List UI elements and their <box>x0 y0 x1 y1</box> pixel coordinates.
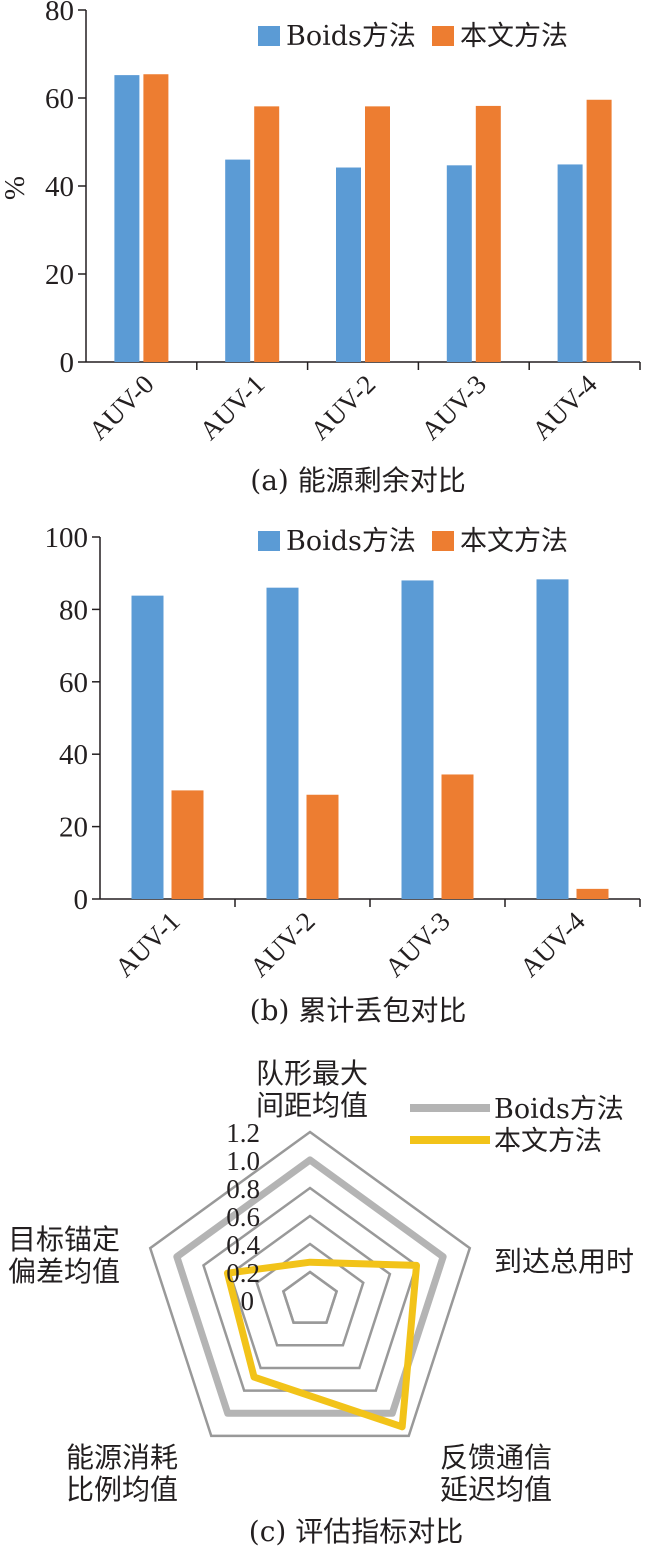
y-tick-label: 0 <box>74 884 89 916</box>
bar-ours-auv-1 <box>254 106 280 362</box>
bar-boids-auv-1 <box>225 159 251 362</box>
bar-ours-auv-2 <box>306 794 339 899</box>
chart-energy-remaining: 0 20 40 60 80 % AUV-0 AUV-1 AUV-2 AUV-3 AUV-4 Bo… <box>0 0 641 497</box>
bar-boids-auv-1 <box>131 595 164 899</box>
bar-boids-auv-0 <box>114 75 140 363</box>
x-tick-label: AUV-1 <box>194 369 271 446</box>
x-tick-label: AUV-3 <box>379 906 456 983</box>
bar-ours-auv-0 <box>143 74 169 363</box>
radar-tick-label: 0.8 <box>226 1174 260 1204</box>
y-tick-label: 60 <box>45 83 74 115</box>
radar-grid-ring <box>202 1186 418 1392</box>
y-tick-label: 40 <box>59 739 88 771</box>
chart-caption: (b) 累计丢包对比 <box>250 994 467 1027</box>
radar-axis-label: 比例均值 <box>66 1473 178 1506</box>
bar-ours-auv-4 <box>586 99 612 362</box>
x-tick-label: AUV-1 <box>109 906 186 983</box>
bar-boids-auv-2 <box>336 167 361 362</box>
y-tick-label: 80 <box>59 594 88 626</box>
radar-grid-ring <box>148 1130 472 1438</box>
bar-ours-auv-1 <box>171 790 204 899</box>
x-tick-label: AUV-0 <box>83 369 160 446</box>
radar-series-ours <box>223 1258 421 1431</box>
bar-boids-auv-4 <box>536 579 569 899</box>
legend: Boids方法 本文方法 <box>258 526 568 557</box>
legend-label-ours: 本文方法 <box>460 526 568 557</box>
legend-swatch-boids <box>258 531 280 551</box>
legend: Boids方法 本文方法 <box>258 21 568 52</box>
radar-tick-label: 0.2 <box>226 1258 260 1288</box>
y-tick-label: 80 <box>45 0 74 27</box>
radar-axis-label: 目标锚定 <box>8 1223 120 1256</box>
bar-ours-auv-4 <box>576 888 609 899</box>
legend-swatch-boids <box>258 26 280 46</box>
radar-tick-label: 0 <box>241 1286 255 1316</box>
x-tick-label: AUV-2 <box>244 906 321 983</box>
y-axis: 0 20 40 60 80 <box>45 0 87 379</box>
y-tick-label: 20 <box>59 812 88 844</box>
legend-label-boids: Boids方法 <box>286 21 416 52</box>
bar-boids-auv-2 <box>266 587 299 899</box>
y-axis-label: % <box>0 176 31 200</box>
bar-boids-auv-4 <box>557 164 583 362</box>
legend-label-boids: Boids方法 <box>494 1094 624 1125</box>
radar-grid-ring <box>281 1270 339 1324</box>
radar-axis-label: 到达总用时 <box>494 1245 634 1278</box>
x-axis <box>100 898 641 907</box>
bar-boids-auv-3 <box>401 580 434 899</box>
radar-tick-label: 1.2 <box>226 1118 260 1148</box>
bar-ours-auv-2 <box>365 106 390 362</box>
legend-swatch-ours <box>432 26 454 46</box>
radar-axis-label: 能源消耗 <box>66 1441 178 1474</box>
y-tick-label: 100 <box>45 522 89 554</box>
legend-swatch-ours <box>432 531 454 551</box>
chart-packet-loss: 0 20 40 60 80 100 AUV-1 AUV-2 AUV-3 AUV-4 Boids方… <box>45 522 641 1027</box>
x-tick-label: AUV-4 <box>526 369 603 446</box>
radar-tick-label: 0.6 <box>226 1202 260 1232</box>
y-tick-label: 0 <box>60 347 75 379</box>
radar-axis-label: 间距均值 <box>256 1089 368 1122</box>
radar-axis-label: 延迟均值 <box>440 1473 552 1506</box>
y-tick-label: 40 <box>45 171 74 203</box>
chart-radar-evaluation: 00.20.40.60.81.01.2 队形最大间距均值到达总用时反馈通信延迟均… <box>8 1057 634 1548</box>
y-tick-label: 20 <box>45 259 74 291</box>
chart-caption: (c) 评估指标对比 <box>249 1515 463 1548</box>
radar-axis-label: 偏差均值 <box>8 1255 120 1288</box>
radar-grid-ring <box>255 1242 365 1347</box>
x-axis <box>86 361 641 370</box>
bar-ours-auv-3 <box>475 105 501 363</box>
bar-boids-auv-3 <box>446 165 472 362</box>
legend-label-ours: 本文方法 <box>460 21 568 52</box>
y-tick-label: 60 <box>59 667 88 699</box>
bar-ours-auv-3 <box>441 774 474 899</box>
legend: Boids方法 本文方法 <box>410 1094 624 1157</box>
legend-label-ours: 本文方法 <box>494 1126 602 1157</box>
x-tick-label: AUV-3 <box>415 369 492 446</box>
radar-tick-label: 1.0 <box>226 1146 260 1176</box>
radar-tick-label: 0.4 <box>226 1230 260 1260</box>
radar-axis-label: 队形最大 <box>256 1057 368 1090</box>
legend-label-boids: Boids方法 <box>286 526 416 557</box>
y-axis: 0 20 40 60 80 100 <box>45 522 101 916</box>
x-tick-label: AUV-2 <box>305 369 382 446</box>
radar-axis-label: 反馈通信 <box>440 1441 552 1474</box>
x-tick-label: AUV-4 <box>514 906 591 983</box>
chart-caption: (a) 能源剩余对比 <box>250 464 465 497</box>
radar-series-boids <box>173 1156 447 1417</box>
